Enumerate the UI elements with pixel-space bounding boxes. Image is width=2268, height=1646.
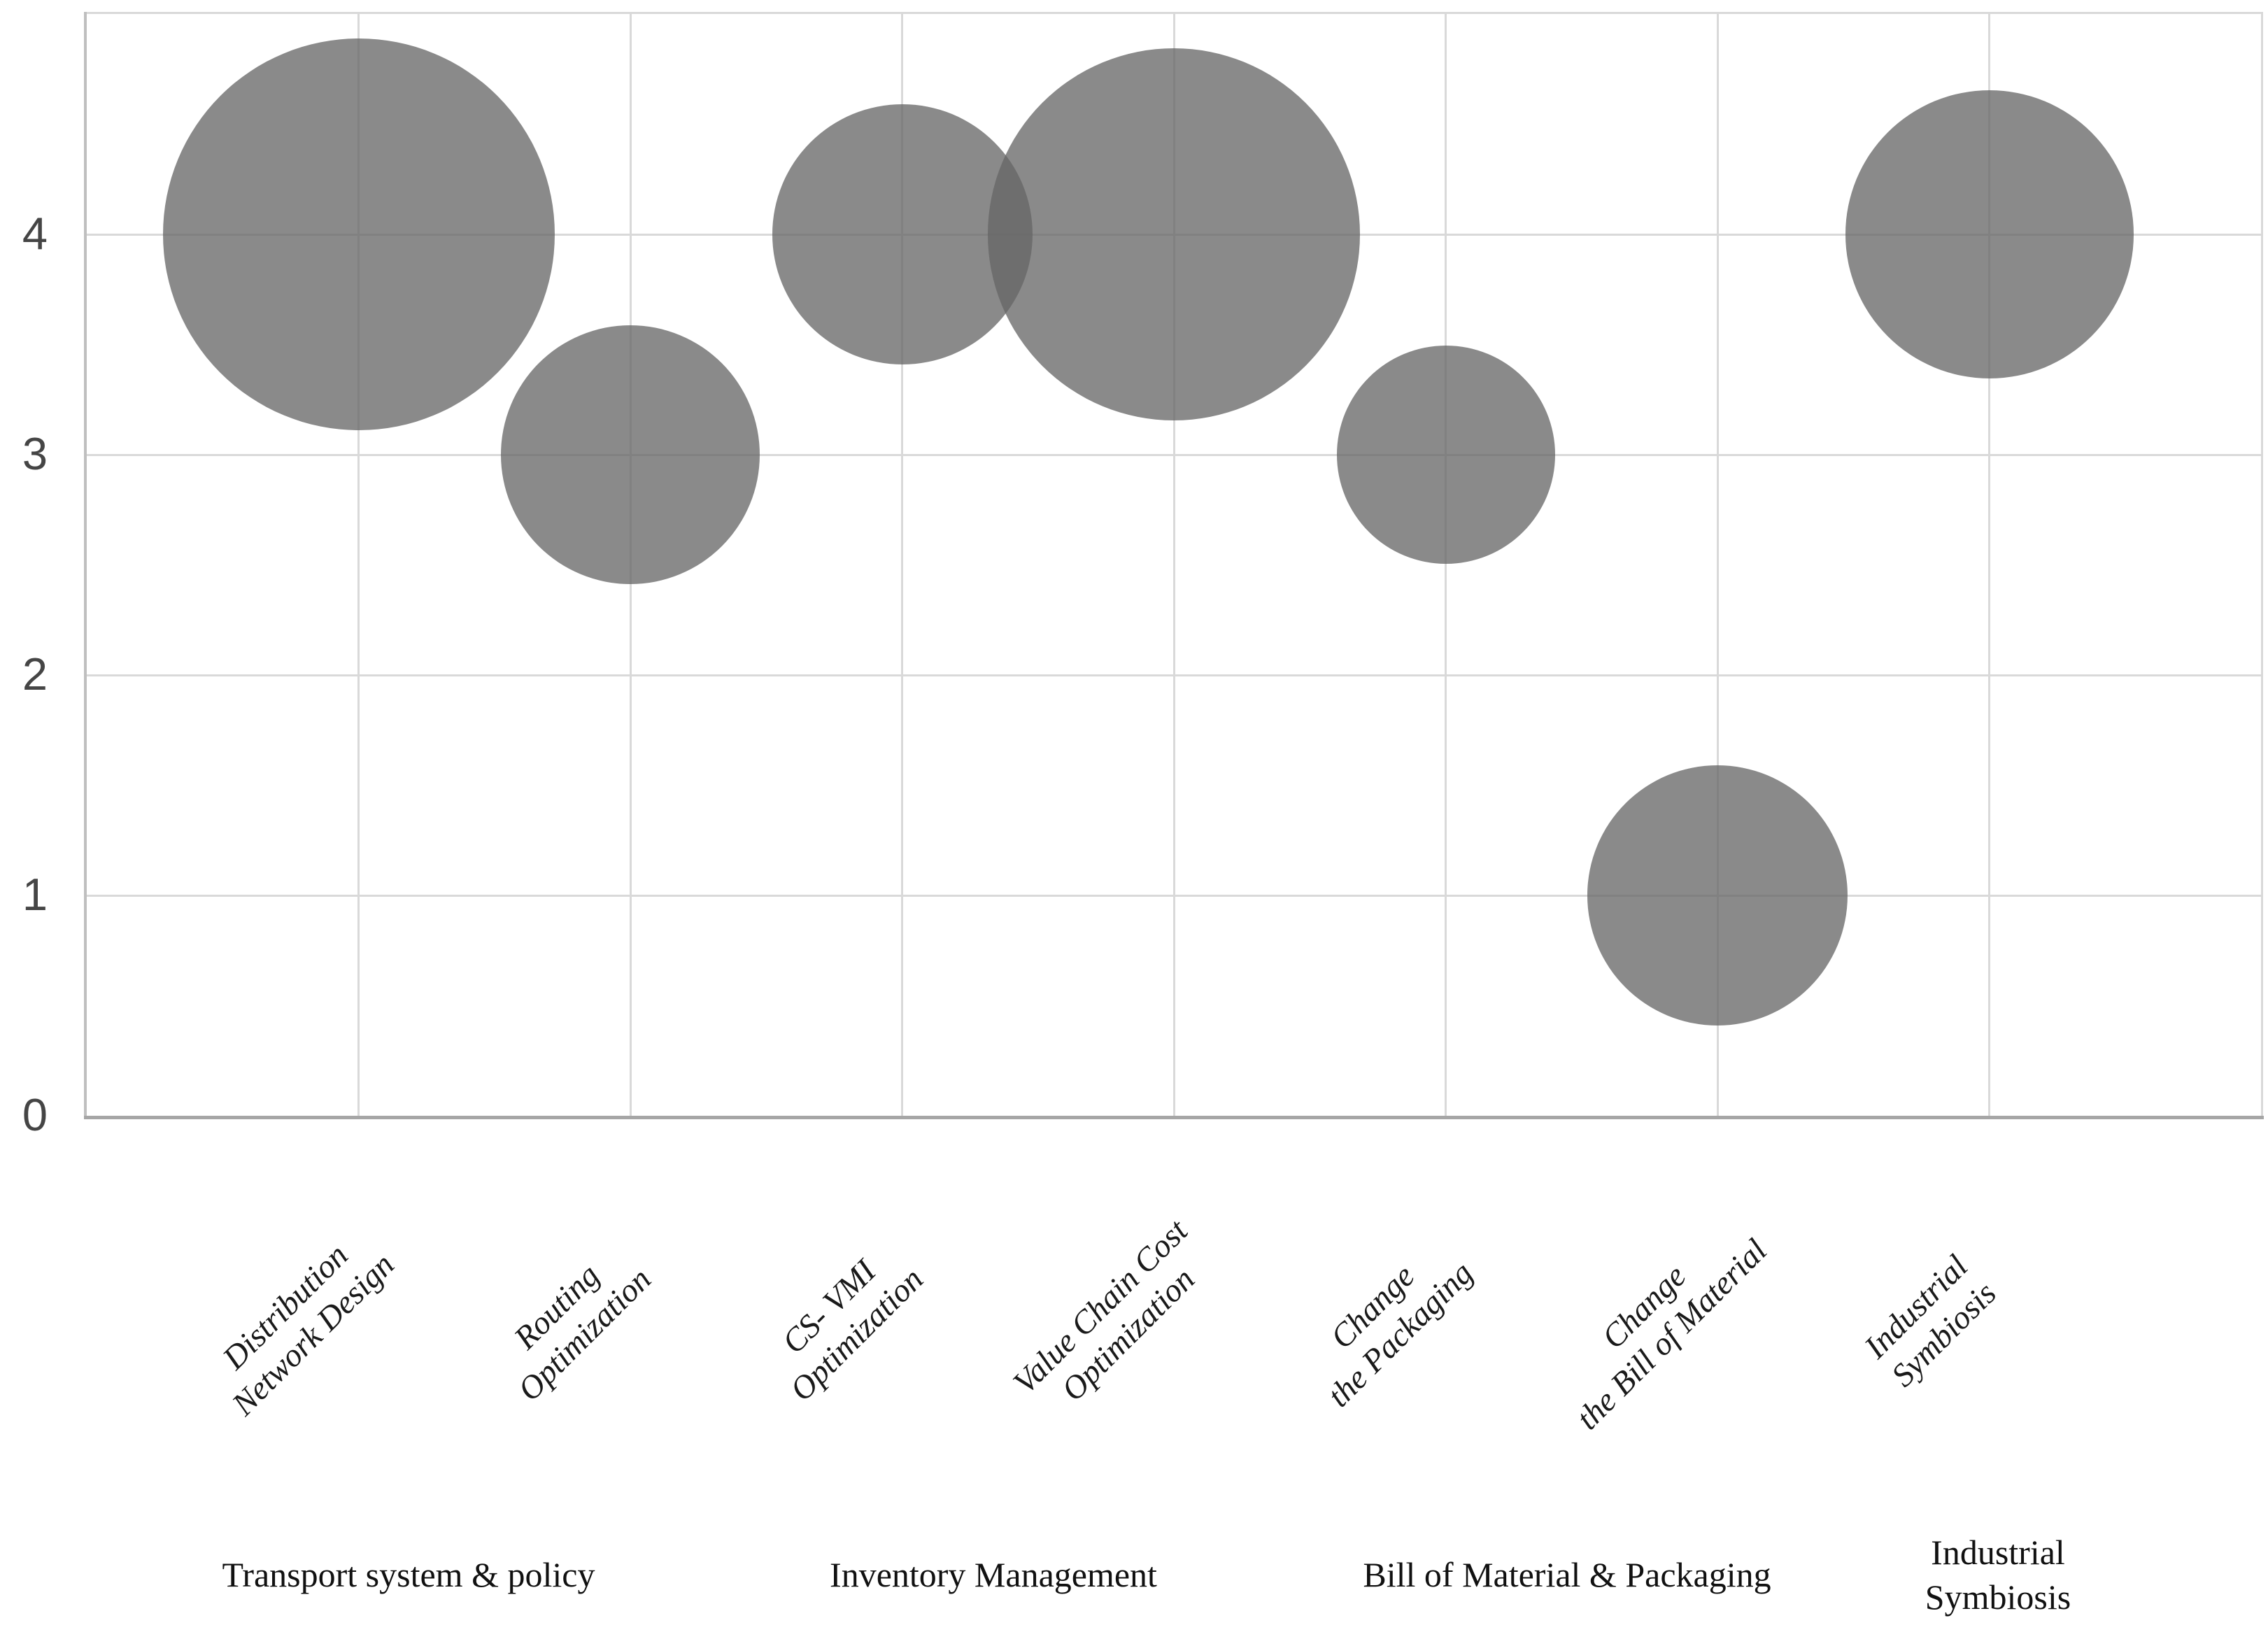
- group-label-line: Inventory Management: [830, 1555, 1157, 1594]
- category-label-text: Industrial Symbiosis: [1855, 1247, 2004, 1395]
- plot-border-right: [2261, 12, 2263, 1116]
- category-label-text: CS- VMI Optimization: [754, 1233, 931, 1410]
- group-label-bill-of-material-packaging: Bill of Material & Packaging: [1363, 1552, 1771, 1597]
- category-label-text: Change the Bill of Material: [1541, 1204, 1776, 1438]
- y-axis-tick-label-2: 2: [22, 648, 48, 700]
- group-label-transport-system-policy: Transport system & policy: [222, 1552, 595, 1597]
- group-label-inventory-management: Inventory Management: [830, 1552, 1157, 1597]
- y-axis-tick-label-0: 0: [22, 1089, 48, 1140]
- plot-border-top: [87, 12, 2261, 14]
- category-label-text: Routing Optimization: [483, 1233, 660, 1410]
- gridline-vertical: [1716, 14, 1719, 1116]
- y-axis-line: [84, 12, 87, 1119]
- gridline-horizontal: [87, 894, 2261, 897]
- gridline-vertical: [357, 14, 360, 1116]
- category-label-text: Distribution Network Design: [196, 1218, 402, 1424]
- bubble-industrial-symbiosis: [1845, 90, 2134, 378]
- x-axis-line: [84, 1116, 2264, 1119]
- category-label-text: Value Chain Cost Optimization: [1005, 1212, 1224, 1430]
- gridline-vertical: [901, 14, 903, 1116]
- y-axis-tick-label-4: 4: [22, 208, 48, 259]
- group-label-line: Industrial: [1931, 1533, 2065, 1572]
- bubble-routing-optimization: [501, 325, 760, 584]
- group-label-line: Transport system & policy: [222, 1555, 595, 1594]
- gridline-vertical: [1172, 14, 1175, 1116]
- gridline-vertical: [1445, 14, 1447, 1116]
- group-label-line: Symbiosis: [1925, 1577, 2071, 1617]
- gridline-horizontal: [87, 674, 2261, 676]
- bubble-change-the-packaging: [1336, 346, 1555, 564]
- y-axis-tick-label-3: 3: [22, 428, 48, 479]
- y-axis-tick-label-1: 1: [22, 869, 48, 920]
- group-label-line: Bill of Material & Packaging: [1363, 1555, 1771, 1594]
- gridline-horizontal: [87, 453, 2261, 456]
- bubble-change-the-bill-of-material: [1587, 765, 1848, 1026]
- category-label-text: Change the Packaging: [1291, 1226, 1480, 1415]
- bubble-value-chain-cost-optimization: [988, 48, 1360, 420]
- bubble-distribution-network-design: [162, 38, 555, 430]
- group-label-industrial-symbiosis: Industrial Symbiosis: [1925, 1530, 2071, 1619]
- gridline-vertical: [1988, 14, 1990, 1116]
